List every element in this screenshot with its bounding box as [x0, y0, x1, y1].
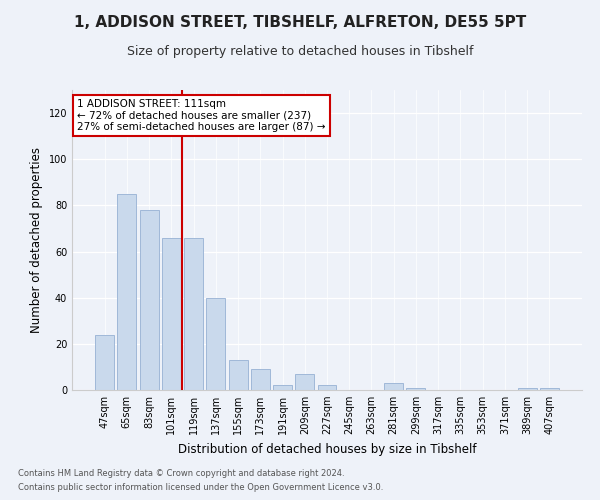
- Bar: [317, 386, 337, 390]
- Bar: [273, 386, 292, 390]
- Bar: [229, 360, 248, 390]
- Text: Size of property relative to detached houses in Tibshelf: Size of property relative to detached ho…: [127, 45, 473, 58]
- Bar: [95, 334, 114, 390]
- Text: Contains HM Land Registry data © Crown copyright and database right 2024.: Contains HM Land Registry data © Crown c…: [18, 468, 344, 477]
- Bar: [162, 238, 181, 390]
- Y-axis label: Number of detached properties: Number of detached properties: [30, 147, 43, 333]
- Bar: [295, 374, 314, 390]
- Text: Contains public sector information licensed under the Open Government Licence v3: Contains public sector information licen…: [18, 484, 383, 492]
- Bar: [184, 238, 203, 390]
- Bar: [540, 388, 559, 390]
- Text: 1 ADDISON STREET: 111sqm
← 72% of detached houses are smaller (237)
27% of semi-: 1 ADDISON STREET: 111sqm ← 72% of detach…: [77, 99, 326, 132]
- Bar: [251, 369, 270, 390]
- Bar: [406, 388, 425, 390]
- Text: 1, ADDISON STREET, TIBSHELF, ALFRETON, DE55 5PT: 1, ADDISON STREET, TIBSHELF, ALFRETON, D…: [74, 15, 526, 30]
- X-axis label: Distribution of detached houses by size in Tibshelf: Distribution of detached houses by size …: [178, 442, 476, 456]
- Bar: [140, 210, 158, 390]
- Bar: [518, 388, 536, 390]
- Bar: [118, 194, 136, 390]
- Bar: [384, 383, 403, 390]
- Bar: [206, 298, 225, 390]
